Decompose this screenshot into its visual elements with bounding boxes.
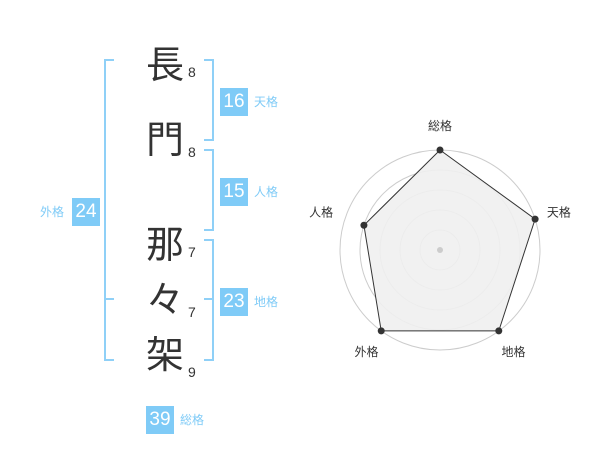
tenkaku-value: 16 — [220, 88, 248, 116]
gaikaku-bracket — [104, 59, 114, 361]
radar-axis-label: 外格 — [355, 344, 379, 359]
jinkaku-bracket — [204, 149, 214, 231]
radar-point — [495, 327, 503, 335]
jinkaku-value: 15 — [220, 178, 248, 206]
name-char: 那 — [145, 223, 184, 267]
stroke-count: 8 — [188, 64, 196, 80]
radar-point — [436, 146, 444, 154]
tenkaku-bracket — [204, 59, 214, 141]
name-char: 架 — [145, 333, 184, 377]
jinkaku-label: 人格 — [254, 185, 279, 199]
radar-point — [531, 215, 539, 223]
radar-point — [360, 221, 368, 229]
stroke-count: 8 — [188, 144, 196, 160]
radar-axis-label: 人格 — [309, 204, 333, 219]
name-char: 長 — [145, 43, 184, 87]
name-char: 々 — [145, 278, 184, 322]
radar-axis-label: 天格 — [547, 204, 571, 219]
gaikaku-tick — [104, 298, 114, 300]
radar-area — [363, 149, 536, 332]
stroke-count: 7 — [188, 304, 196, 320]
gaikaku-label: 外格 — [40, 205, 65, 219]
chikaku-tick — [204, 298, 212, 300]
tenkaku-label: 天格 — [254, 95, 279, 109]
radar-point — [377, 327, 385, 335]
soukaku-value: 39 — [146, 406, 174, 434]
chikaku-bracket — [204, 239, 214, 361]
name-char: 門 — [145, 118, 184, 162]
radar-center — [437, 247, 443, 253]
radar-axis-label: 地格 — [501, 344, 525, 359]
stroke-count: 9 — [188, 364, 196, 380]
gaikaku-value: 24 — [72, 198, 100, 226]
radar-axis-label: 総格 — [428, 118, 452, 133]
chikaku-value: 23 — [220, 288, 248, 316]
stroke-count: 7 — [188, 244, 196, 260]
chikaku-label: 地格 — [254, 295, 279, 309]
soukaku-label: 総格 — [180, 413, 205, 427]
